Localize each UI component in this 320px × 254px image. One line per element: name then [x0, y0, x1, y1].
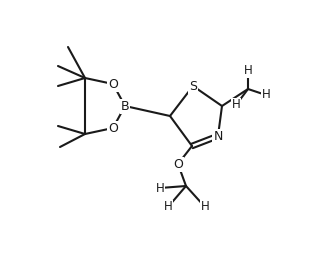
Text: H: H — [232, 99, 240, 112]
Text: H: H — [164, 200, 172, 214]
Text: H: H — [244, 65, 252, 77]
Text: O: O — [108, 121, 118, 135]
Text: O: O — [108, 77, 118, 90]
Text: O: O — [173, 157, 183, 170]
Text: B: B — [121, 100, 129, 113]
Text: H: H — [156, 182, 164, 195]
Text: S: S — [189, 80, 197, 92]
Text: H: H — [201, 200, 209, 214]
Text: H: H — [262, 88, 270, 102]
Text: N: N — [213, 130, 223, 142]
